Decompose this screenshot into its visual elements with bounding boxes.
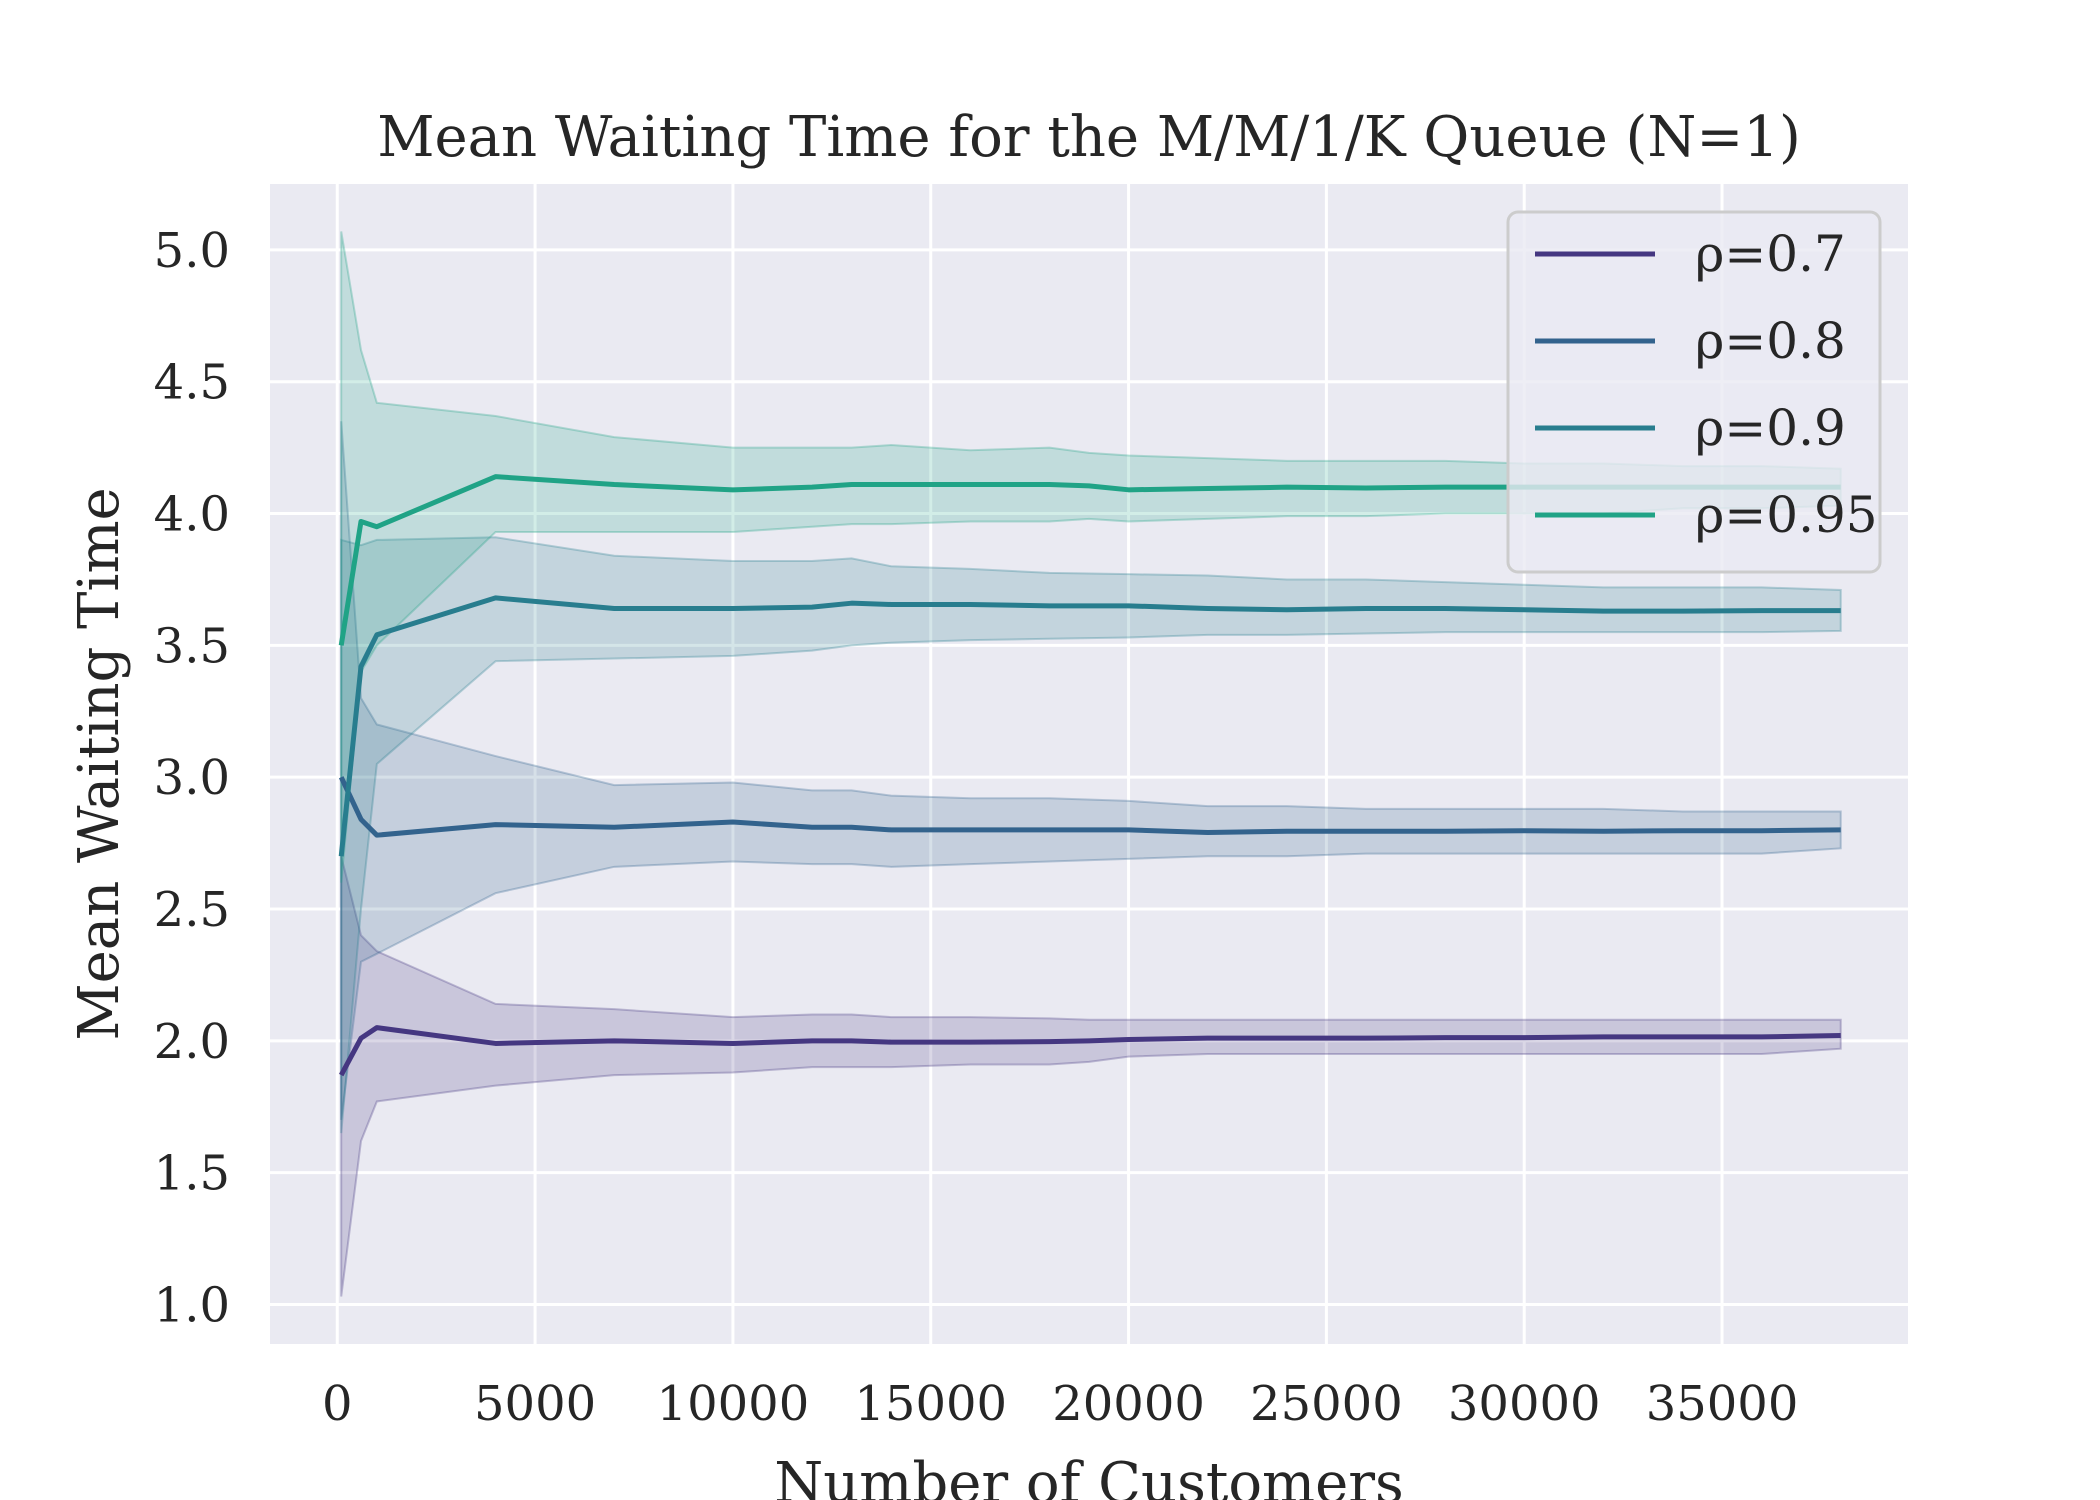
confidence-band — [340, 856, 1842, 1297]
series-line — [338, 776, 1841, 838]
y-tick-label: 2.5 — [154, 882, 230, 938]
x-tick-label: 0 — [322, 1376, 353, 1432]
y-tick-label: 3.0 — [154, 750, 230, 806]
y-tick-label: 1.5 — [154, 1146, 230, 1202]
y-tick-label: 1.0 — [154, 1277, 230, 1333]
legend-items: ρ=0.7 ρ=0.8 ρ=0.9 ρ=0.95 — [1535, 225, 1878, 544]
x-tick-label: 10000 — [657, 1376, 810, 1432]
y-tick-labels: 1.0 1.5 2.0 2.5 3.0 3.5 4.0 4.5 5.0 — [154, 223, 230, 1334]
x-tick-label: 5000 — [474, 1376, 596, 1432]
x-tick-labels: 0 5000 10000 15000 20000 25000 30000 35000 — [322, 1376, 1798, 1432]
y-axis-title: Mean Waiting Time — [67, 487, 132, 1040]
x-tick-label: 25000 — [1250, 1376, 1403, 1432]
x-tick-label: 35000 — [1646, 1376, 1799, 1432]
legend-label: ρ=0.7 — [1695, 225, 1846, 283]
y-tick-label: 4.0 — [154, 487, 230, 543]
confidence-band — [340, 421, 1842, 1121]
x-tick-label: 15000 — [854, 1376, 1007, 1432]
legend-label: ρ=0.8 — [1695, 312, 1846, 370]
chart-title: Mean Waiting Time for the M/M/1/K Queue … — [377, 105, 1801, 170]
series-line — [339, 1025, 1841, 1077]
legend-box — [1506, 210, 1882, 574]
y-tick-label: 4.5 — [154, 355, 230, 411]
x-tick-label: 30000 — [1448, 1376, 1601, 1432]
x-axis-title: Number of Customers — [774, 1451, 1404, 1500]
legend-label: ρ=0.95 — [1695, 486, 1878, 544]
legend-label: ρ=0.9 — [1695, 399, 1846, 457]
y-tick-label: 5.0 — [154, 223, 230, 279]
y-tick-label: 2.0 — [154, 1014, 230, 1070]
x-tick-label: 20000 — [1052, 1376, 1205, 1432]
legend: ρ=0.7 ρ=0.8 ρ=0.9 ρ=0.95 — [1506, 210, 1882, 574]
y-tick-label: 3.5 — [154, 618, 230, 674]
series-line — [338, 595, 1841, 857]
